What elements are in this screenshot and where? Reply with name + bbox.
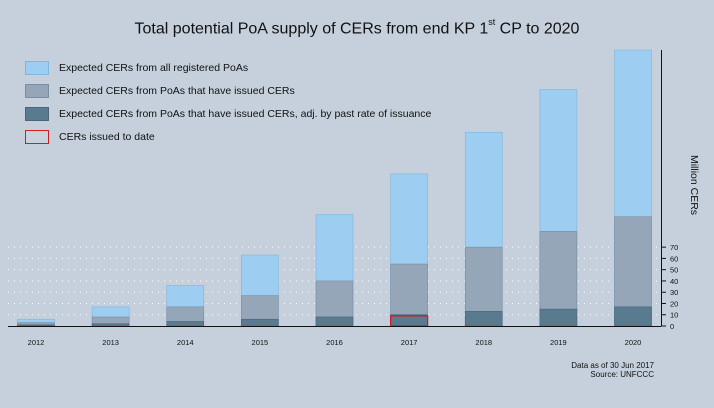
- legend-item: Expected CERs from all registered PoAs: [25, 60, 431, 75]
- y-tick-label-50: 50: [670, 266, 678, 275]
- bar-adjusted-2012: [17, 324, 55, 327]
- bar-adjusted-2016: [315, 316, 354, 327]
- x-tick-label-2013: 2013: [102, 338, 119, 347]
- legend-item: Expected CERs from PoAs that have issued…: [25, 106, 431, 121]
- y-tick-label-60: 60: [670, 254, 678, 263]
- legend-swatch: [25, 60, 49, 75]
- chart-title: Total potential PoA supply of CERs from …: [134, 17, 580, 38]
- bar-adjusted-2013: [91, 323, 130, 327]
- y-tick-label-70: 70: [670, 243, 678, 252]
- bar-adjusted-2014: [166, 321, 205, 327]
- x-tick-label-2016: 2016: [326, 338, 343, 347]
- bar-adjusted-2018: [464, 311, 503, 327]
- x-tick-label-2014: 2014: [177, 338, 194, 347]
- legend: Expected CERs from all registered PoAs Ex…: [25, 60, 431, 152]
- bar-adjusted-2019: [539, 308, 578, 327]
- y-tick-label-10: 10: [670, 311, 678, 320]
- footer-note: Data as of 30 Jun 2017 Source: UNFCCC: [571, 361, 654, 379]
- y-tick-label-0: 0: [670, 322, 674, 331]
- x-tick-label-2018: 2018: [475, 338, 492, 347]
- y-tick-label-20: 20: [670, 299, 678, 308]
- y-tick-label-30: 30: [670, 288, 678, 297]
- y-axis-label: Million CERs: [688, 154, 700, 216]
- x-tick-label-2017: 2017: [401, 338, 418, 347]
- y-tick-label-40: 40: [670, 277, 678, 286]
- x-tick-label-2012: 2012: [28, 338, 45, 347]
- x-tick-label-2015: 2015: [252, 338, 269, 347]
- legend-item: CERs issued to date: [25, 129, 431, 144]
- legend-swatch: [25, 129, 49, 144]
- x-tick-label-2020: 2020: [625, 338, 642, 347]
- legend-label: Expected CERs from PoAs that have issued…: [59, 84, 295, 97]
- bar-adjusted-2020: [614, 306, 652, 327]
- legend-item: Expected CERs from PoAs that have issued…: [25, 83, 431, 98]
- legend-swatch: [25, 106, 49, 121]
- legend-label: Expected CERs from all registered PoAs: [59, 61, 249, 74]
- legend-label: Expected CERs from PoAs that have issued…: [59, 107, 432, 120]
- bar-adjusted-2015: [241, 318, 279, 327]
- legend-label: CERs issued to date: [59, 130, 155, 143]
- data-date-note: Data as of 30 Jun 2017: [571, 361, 654, 370]
- legend-swatch: [25, 83, 49, 98]
- source-note: Source: UNFCCC: [590, 370, 654, 379]
- x-tick-label-2019: 2019: [550, 338, 567, 347]
